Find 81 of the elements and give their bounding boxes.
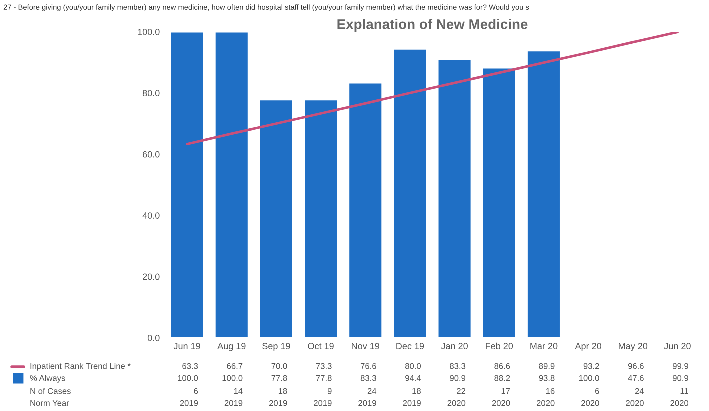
bar	[526, 50, 562, 338]
text: 2020	[492, 400, 510, 406]
text: 2019	[358, 400, 376, 406]
text: 6	[194, 388, 198, 394]
text: 11	[680, 388, 688, 394]
chart-title: Explanation of New Medicine	[338, 19, 528, 32]
bar	[392, 48, 428, 338]
text: 22	[457, 388, 466, 394]
text: 2020	[536, 400, 555, 406]
text: 2019	[403, 400, 421, 406]
x-tick-label: May 20	[619, 343, 648, 352]
x-tick-label: Sep 19	[262, 343, 290, 352]
bar	[259, 99, 294, 338]
text: 2019	[180, 400, 198, 406]
y-tick-label: 0.0	[148, 334, 160, 342]
data-label: 96.6	[628, 363, 644, 370]
text: 2020	[670, 400, 689, 406]
y-tick-label: 80.0	[142, 90, 160, 97]
bar	[214, 32, 250, 338]
data-label: 100.0	[222, 375, 243, 382]
x-tick-label: Jun 20	[664, 343, 691, 350]
y-tick-label: 20.0	[143, 274, 160, 280]
text: 2019	[314, 400, 332, 406]
text: Norm Year	[30, 400, 70, 406]
data-label: 77.8	[272, 375, 288, 382]
text: 2020	[626, 400, 644, 406]
data-label: 73.3	[316, 363, 332, 370]
text: 2019	[224, 400, 243, 406]
text: 24	[635, 388, 644, 394]
data-label: 76.6	[360, 363, 376, 370]
bar	[437, 59, 472, 338]
data-label: 83.3	[360, 375, 376, 382]
data-label: 90.9	[450, 375, 466, 382]
text: 18	[412, 388, 421, 394]
text: 16	[546, 388, 555, 394]
line-series	[186, 32, 679, 146]
text: 18	[278, 388, 288, 394]
data-label: 93.8	[539, 375, 555, 382]
x-tick-label: Feb 20	[486, 342, 514, 350]
data-label: 80.0	[406, 363, 422, 370]
x-tick-label: Aug 19	[218, 343, 246, 352]
x-tick-label: Apr 20	[575, 343, 602, 352]
legend-label: % Always	[30, 375, 66, 383]
text: 47.6	[628, 375, 644, 382]
data-label: 89.9	[539, 363, 555, 370]
text: 90.9	[673, 375, 688, 382]
data-label: 83.3	[450, 363, 466, 370]
bar	[170, 32, 205, 338]
bar	[482, 67, 517, 338]
text: 6	[595, 388, 600, 394]
bar	[304, 99, 338, 338]
y-tick-label: 100.0	[138, 28, 160, 36]
text: 2020	[582, 400, 600, 406]
bar	[348, 82, 384, 338]
text: N of Cases	[30, 388, 71, 394]
data-label: 93.2	[584, 363, 600, 370]
data-label: 94.4	[406, 375, 422, 382]
data-label: 70.0	[272, 363, 288, 370]
x-tick-label: Nov 19	[352, 343, 380, 350]
y-tick-label: 60.0	[143, 151, 160, 158]
text: 2020	[448, 400, 466, 406]
text: 2019	[269, 400, 288, 406]
x-tick-label: Jun 19	[174, 343, 200, 350]
x-tick-label: Dec 19	[396, 343, 424, 350]
text: 17	[502, 388, 510, 394]
x-tick-label: Oct 19	[308, 343, 334, 350]
x-tick-label: Jan 20	[441, 343, 468, 350]
data-label: 99.9	[673, 363, 688, 370]
data-label: 88.2	[494, 375, 510, 382]
x-tick-label: Mar 20	[530, 343, 558, 350]
data-label: 63.3	[182, 363, 198, 370]
legend-label: Inpatient Rank Trend Line *	[30, 363, 131, 371]
data-label: 100.0	[178, 375, 198, 382]
y-tick-label: 40.0	[142, 212, 160, 219]
text: 24	[368, 388, 377, 394]
data-label: 77.8	[316, 375, 332, 382]
text: 100.0	[579, 375, 600, 382]
text: 9	[328, 388, 332, 394]
data-label: 86.6	[494, 363, 510, 370]
text: 14	[234, 388, 243, 394]
data-label: 66.7	[227, 363, 243, 370]
